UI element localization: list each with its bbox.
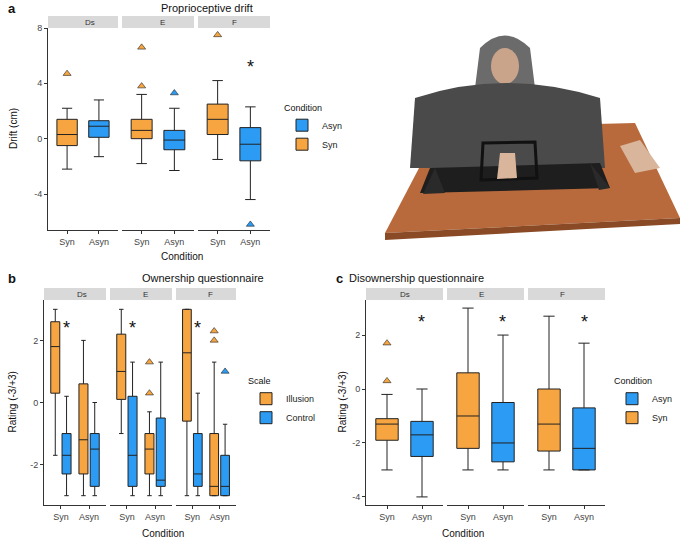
svg-text:Syn: Syn [460, 512, 476, 522]
svg-text:Proprioceptive drift: Proprioceptive drift [161, 2, 253, 14]
svg-text:*: * [247, 57, 254, 77]
svg-text:Condition: Condition [142, 528, 184, 539]
svg-text:-2: -2 [30, 460, 38, 470]
svg-text:Rating (-3/+3): Rating (-3/+3) [7, 371, 18, 432]
svg-text:Asyn: Asyn [164, 237, 184, 247]
svg-text:Ownership questionnaire: Ownership questionnaire [142, 272, 264, 284]
svg-text:0: 0 [37, 134, 42, 144]
svg-text:*: * [418, 312, 425, 332]
svg-text:E: E [143, 290, 148, 299]
svg-text:b: b [8, 271, 16, 286]
svg-text:Rating (-3/+3): Rating (-3/+3) [337, 371, 348, 432]
svg-text:Syn: Syn [652, 413, 668, 423]
svg-text:-2: -2 [352, 438, 360, 448]
svg-text:Syn: Syn [119, 512, 135, 522]
svg-text:Syn: Syn [210, 237, 226, 247]
svg-text:F: F [560, 290, 565, 299]
svg-text:Disownership questionnaire: Disownership questionnaire [349, 272, 484, 284]
svg-text:F: F [208, 290, 213, 299]
svg-text:Ds: Ds [85, 18, 95, 27]
svg-text:Condition: Condition [161, 251, 203, 262]
svg-text:F: F [232, 18, 237, 27]
svg-text:0: 0 [355, 384, 360, 394]
svg-text:-4: -4 [352, 492, 360, 502]
svg-text:*: * [63, 318, 70, 338]
svg-text:c: c [336, 271, 343, 286]
svg-text:Syn: Syn [53, 512, 69, 522]
svg-text:Asyn: Asyn [412, 512, 432, 522]
svg-text:4: 4 [37, 78, 42, 88]
svg-text:Asyn: Asyn [493, 512, 513, 522]
svg-text:Asyn: Asyn [322, 121, 342, 131]
svg-text:*: * [194, 318, 201, 338]
svg-text:Asyn: Asyn [145, 512, 165, 522]
svg-text:Scale: Scale [248, 376, 271, 386]
svg-text:Syn: Syn [322, 140, 338, 150]
svg-text:Asyn: Asyn [89, 237, 109, 247]
svg-text:Asyn: Asyn [210, 512, 230, 522]
svg-text:a: a [8, 1, 16, 16]
svg-text:-4: -4 [34, 189, 42, 199]
svg-text:Ds: Ds [400, 290, 410, 299]
svg-text:E: E [160, 18, 165, 27]
svg-text:Syn: Syn [185, 512, 201, 522]
svg-text:Syn: Syn [541, 512, 557, 522]
svg-text:*: * [129, 318, 136, 338]
svg-text:*: * [581, 312, 588, 332]
svg-text:Syn: Syn [134, 237, 150, 247]
svg-text:Syn: Syn [379, 512, 395, 522]
svg-text:Asyn: Asyn [79, 512, 99, 522]
svg-text:Condition: Condition [442, 528, 484, 539]
svg-text:Asyn: Asyn [652, 394, 672, 404]
svg-text:Asyn: Asyn [574, 512, 594, 522]
svg-text:2: 2 [33, 336, 38, 346]
svg-text:Asyn: Asyn [240, 237, 260, 247]
svg-text:*: * [499, 312, 506, 332]
svg-text:8: 8 [37, 23, 42, 33]
svg-text:Ds: Ds [77, 290, 87, 299]
svg-text:Drift (cm): Drift (cm) [8, 108, 19, 149]
svg-text:Syn: Syn [59, 237, 75, 247]
svg-text:Illusion: Illusion [286, 394, 314, 404]
svg-text:Condition: Condition [284, 103, 322, 113]
svg-text:0: 0 [33, 398, 38, 408]
svg-text:Control: Control [286, 413, 315, 423]
svg-text:Condition: Condition [614, 376, 652, 386]
svg-text:2: 2 [355, 330, 360, 340]
svg-text:E: E [479, 290, 484, 299]
